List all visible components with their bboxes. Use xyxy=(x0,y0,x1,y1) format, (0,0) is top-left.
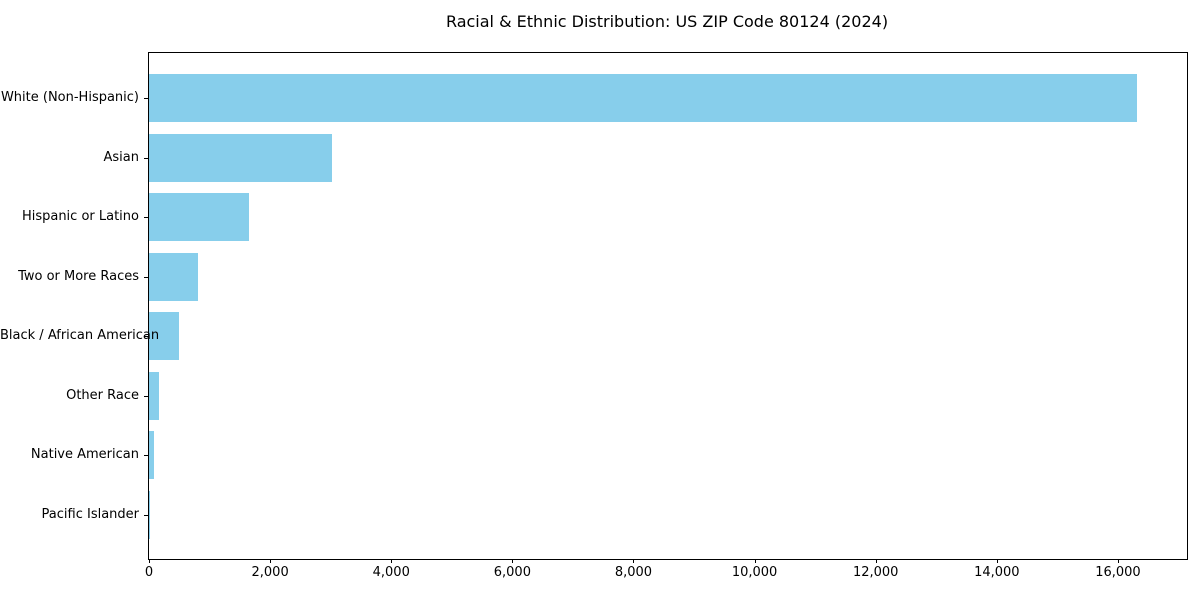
x-tick-mark xyxy=(149,559,150,563)
y-tick-label: Pacific Islander xyxy=(41,506,139,522)
x-tick-mark xyxy=(391,559,393,563)
x-tick-mark xyxy=(754,559,756,563)
x-tick-label: 8,000 xyxy=(614,565,653,580)
y-tick-mark xyxy=(144,336,148,338)
x-tick-label: 14,000 xyxy=(974,565,1020,580)
chart-title: Racial & Ethnic Distribution: US ZIP Cod… xyxy=(445,12,889,31)
bars-layer xyxy=(149,53,1187,559)
x-tick-mark xyxy=(996,559,998,563)
x-axis-layer: 0 2,000 4,000 6,000 8,000 10,000 12,000 14,000 1… xyxy=(145,53,1187,580)
y-tick-mark xyxy=(144,157,148,159)
y-tick-label: Black / African American xyxy=(0,328,160,344)
bar xyxy=(149,252,199,301)
y-tick-label: Asian xyxy=(103,149,139,165)
bar xyxy=(149,371,159,420)
x-tick-mark xyxy=(1117,559,1119,563)
y-tick-mark xyxy=(144,514,148,516)
x-tick-label: 16,000 xyxy=(1095,565,1141,580)
x-tick-label: 12,000 xyxy=(852,565,899,580)
bar xyxy=(149,431,155,480)
y-tick-label: Hispanic or Latino xyxy=(21,209,139,225)
y-tick-mark xyxy=(144,217,148,219)
x-tick-mark xyxy=(512,559,514,563)
y-tick-mark xyxy=(144,276,148,278)
y-tick-label: Other Race xyxy=(66,387,139,403)
bar xyxy=(149,193,249,242)
x-tick-label: 10,000 xyxy=(731,565,778,580)
y-tick-label: Two or More Races xyxy=(18,268,139,284)
y-tick-mark xyxy=(144,98,148,99)
bar xyxy=(149,74,1137,122)
x-tick-label: 6,000 xyxy=(493,565,531,580)
y-tick-label: Native American xyxy=(30,447,139,463)
plot-area: White (Non-Hispanic) Asian Hispanic or Lat… xyxy=(0,52,1188,580)
x-tick-label: 4,000 xyxy=(372,565,410,580)
y-tick-mark xyxy=(144,395,148,397)
y-tick-label: White (Non-Hispanic) xyxy=(0,90,139,105)
x-tick-mark xyxy=(875,559,877,563)
bar xyxy=(149,133,332,182)
bar xyxy=(149,490,150,539)
x-tick-mark xyxy=(633,559,635,563)
bar xyxy=(149,312,180,361)
y-tick-mark xyxy=(144,455,148,457)
y-axis-layer: White (Non-Hispanic) Asian Hispanic or Lat… xyxy=(0,53,1187,559)
x-tick-mark xyxy=(270,559,272,563)
x-tick-label: 2,000 xyxy=(251,565,289,580)
x-tick-label: 0 xyxy=(144,565,154,580)
